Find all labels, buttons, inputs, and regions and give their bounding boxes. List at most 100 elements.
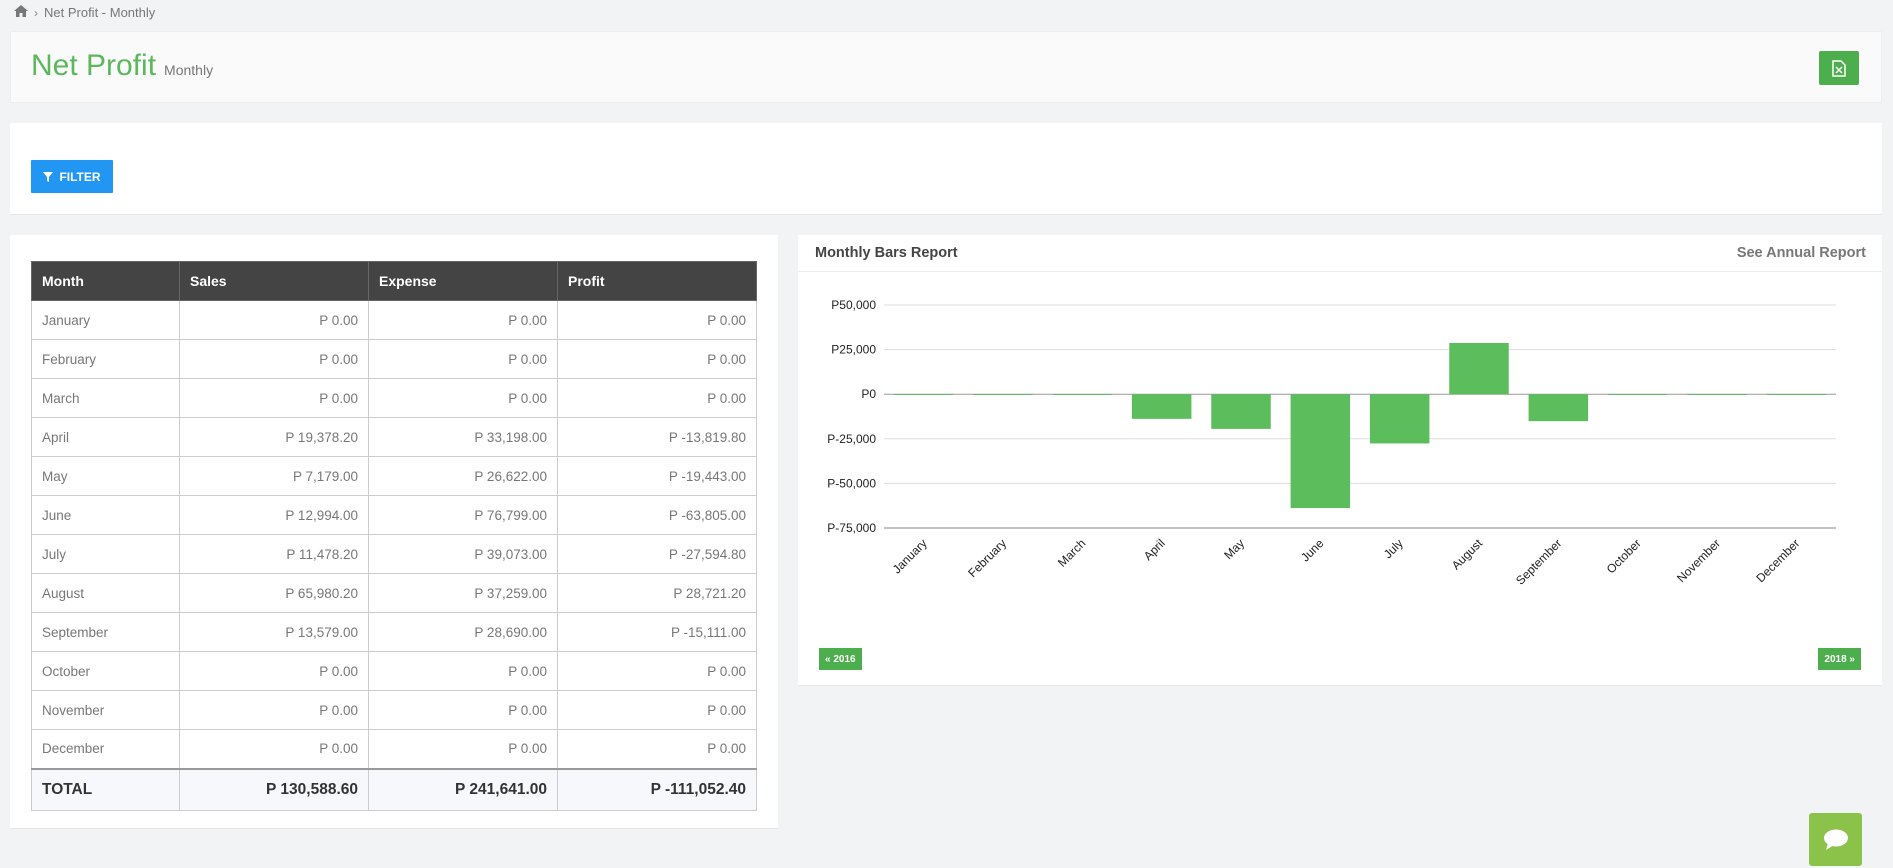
cell-sales: P 0.00 xyxy=(179,378,369,418)
y-tick-label: P50,000 xyxy=(831,298,876,312)
cell-profit: P 0.00 xyxy=(557,729,757,769)
cell-month: October xyxy=(31,651,180,691)
home-icon[interactable] xyxy=(14,5,28,20)
cell-month: August xyxy=(31,573,180,613)
bar-may[interactable] xyxy=(1211,394,1271,429)
cell-expense: P 26,622.00 xyxy=(368,456,558,496)
x-tick-label: June xyxy=(1298,536,1327,565)
cell-month: July xyxy=(31,534,180,574)
cell-profit: P 0.00 xyxy=(557,300,757,340)
table-row: April P 19,378.20 P 33,198.00 P -13,819.80 xyxy=(31,417,757,457)
total-label: TOTAL xyxy=(31,767,180,811)
cell-month: April xyxy=(31,417,180,457)
table-row: August P 65,980.20 P 37,259.00 P 28,721.20 xyxy=(31,573,757,613)
cell-sales: P 13,579.00 xyxy=(179,612,369,652)
table-row: March P 0.00 P 0.00 P 0.00 xyxy=(31,378,757,418)
x-tick-label: July xyxy=(1381,536,1406,561)
export-excel-button[interactable] xyxy=(1819,51,1859,85)
table-row: December P 0.00 P 0.00 P 0.00 xyxy=(31,729,757,769)
bar-november[interactable] xyxy=(1687,394,1747,395)
table-row: July P 11,478.20 P 39,073.00 P -27,594.80 xyxy=(31,534,757,574)
bar-july[interactable] xyxy=(1369,394,1430,444)
y-tick-label: P0 xyxy=(861,387,876,401)
bar-june[interactable] xyxy=(1290,394,1351,509)
page-title-text: Net Profit xyxy=(31,49,157,82)
cell-sales: P 65,980.20 xyxy=(179,573,369,613)
breadcrumb-current: Net Profit - Monthly xyxy=(44,5,156,20)
total-row: TOTAL P 130,588.60 P 241,641.00 P -111,0… xyxy=(31,767,757,811)
x-tick-label: April xyxy=(1141,536,1168,563)
chart-panel: Monthly Bars Report See Annual Report P5… xyxy=(798,235,1882,686)
col-header-profit: Profit xyxy=(557,261,757,301)
chat-button[interactable] xyxy=(1809,813,1862,866)
table-row: November P 0.00 P 0.00 P 0.00 xyxy=(31,690,757,730)
bar-march[interactable] xyxy=(1052,394,1113,395)
chart-header: Monthly Bars Report See Annual Report xyxy=(798,235,1882,272)
table-row: June P 12,994.00 P 76,799.00 P -63,805.00 xyxy=(31,495,757,535)
table-header-row: Month Sales Expense Profit xyxy=(31,261,757,301)
table-row: October P 0.00 P 0.00 P 0.00 xyxy=(31,651,757,691)
cell-profit: P 0.00 xyxy=(557,339,757,379)
cell-expense: P 33,198.00 xyxy=(368,417,558,457)
filter-panel: FILTER xyxy=(10,123,1882,215)
bar-september[interactable] xyxy=(1528,394,1589,422)
cell-profit: P -15,111.00 xyxy=(557,612,757,652)
cell-profit: P 0.00 xyxy=(557,690,757,730)
cell-expense: P 0.00 xyxy=(368,651,558,691)
col-header-sales: Sales xyxy=(179,261,369,301)
cell-expense: P 0.00 xyxy=(368,729,558,769)
bar-april[interactable] xyxy=(1131,394,1192,419)
cell-profit: P -63,805.00 xyxy=(557,495,757,535)
cell-sales: P 0.00 xyxy=(179,300,369,340)
chart-title: Monthly Bars Report xyxy=(815,245,958,261)
cell-sales: P 11,478.20 xyxy=(179,534,369,574)
x-tick-label: March xyxy=(1055,536,1088,569)
page-subtitle: Monthly xyxy=(164,62,214,78)
bar-october[interactable] xyxy=(1607,394,1668,395)
cell-month: March xyxy=(31,378,180,418)
next-year-button[interactable]: 2018 » xyxy=(1818,648,1861,670)
cell-expense: P 0.00 xyxy=(368,300,558,340)
cell-sales: P 0.00 xyxy=(179,729,369,769)
cell-profit: P -27,594.80 xyxy=(557,534,757,574)
chat-bubble-icon xyxy=(1823,829,1848,850)
cell-sales: P 0.00 xyxy=(179,690,369,730)
x-tick-label: November xyxy=(1674,536,1723,585)
cell-month: June xyxy=(31,495,180,535)
y-tick-label: P-25,000 xyxy=(827,432,876,446)
table-panel: Month Sales Expense Profit January P 0.00… xyxy=(10,235,778,829)
chevron-right-icon: › xyxy=(34,5,38,20)
cell-month: January xyxy=(31,300,180,340)
page-header: Net Profit Monthly xyxy=(10,31,1882,103)
cell-month: December xyxy=(31,729,180,769)
filter-icon xyxy=(43,171,54,182)
page-title: Net Profit Monthly xyxy=(31,49,213,83)
x-tick-label: January xyxy=(890,536,930,576)
bar-january[interactable] xyxy=(893,394,954,395)
table-row: September P 13,579.00 P 28,690.00 P -15,111… xyxy=(31,612,757,652)
cell-month: February xyxy=(31,339,180,379)
bar-august[interactable] xyxy=(1449,342,1509,395)
x-tick-label: September xyxy=(1513,536,1564,587)
bar-december[interactable] xyxy=(1766,394,1827,395)
cell-expense: P 76,799.00 xyxy=(368,495,558,535)
see-annual-report-link[interactable]: See Annual Report xyxy=(1736,245,1866,261)
previous-year-button[interactable]: « 2016 xyxy=(819,648,862,670)
cell-sales: P 12,994.00 xyxy=(179,495,369,535)
cell-expense: P 37,259.00 xyxy=(368,573,558,613)
col-header-month: Month xyxy=(31,261,180,301)
filter-button[interactable]: FILTER xyxy=(31,160,113,193)
cell-profit: P 0.00 xyxy=(557,378,757,418)
cell-expense: P 0.00 xyxy=(368,339,558,379)
monthly-bar-chart: P50,000 P25,000 P0 P-25,000 P-50,000 P-75,000… xyxy=(827,298,1836,588)
y-tick-label: P25,000 xyxy=(831,343,876,357)
total-profit: P -111,052.40 xyxy=(557,767,757,811)
total-expense: P 241,641.00 xyxy=(368,767,558,811)
cell-month: September xyxy=(31,612,180,652)
bar-february[interactable] xyxy=(973,394,1033,395)
table-row: February P 0.00 P 0.00 P 0.00 xyxy=(31,339,757,379)
breadcrumb: › Net Profit - Monthly xyxy=(14,5,155,20)
cell-profit: P 0.00 xyxy=(557,651,757,691)
x-tick-label: February xyxy=(965,536,1009,580)
cell-profit: P -19,443.00 xyxy=(557,456,757,496)
